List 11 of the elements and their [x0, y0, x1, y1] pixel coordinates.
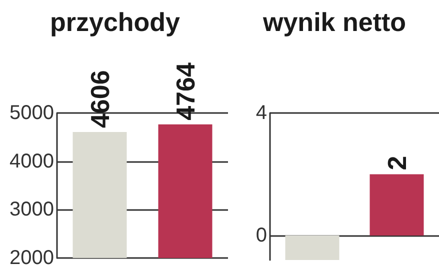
data-label: 4606: [84, 70, 115, 128]
data-label: 4764: [170, 62, 200, 120]
y-tick-label: 4000: [10, 150, 54, 172]
y-tick-label: 2000: [10, 247, 54, 268]
data-label: 2: [382, 156, 412, 170]
chart-title: wynik netto: [262, 7, 406, 37]
chart-title: przychody: [50, 7, 181, 37]
y-tick-label: 0: [256, 224, 267, 246]
y-tick-label: 4: [256, 102, 267, 124]
y-tick-label: 3000: [10, 198, 54, 221]
y-tick-label: 5000: [10, 102, 54, 124]
